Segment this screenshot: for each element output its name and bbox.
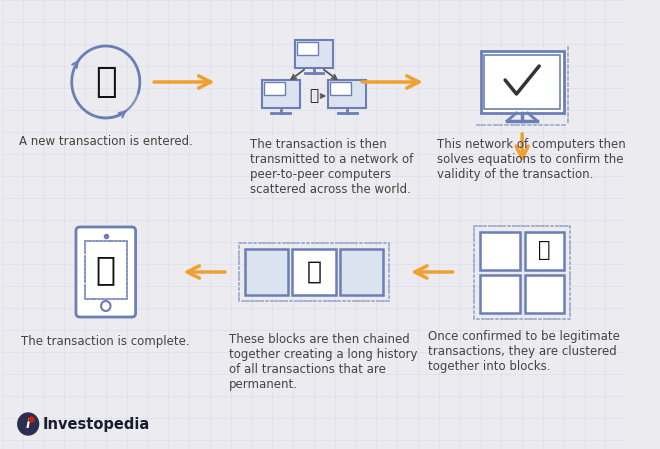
- Text: Investopedia: Investopedia: [42, 417, 150, 431]
- FancyBboxPatch shape: [480, 51, 564, 113]
- FancyBboxPatch shape: [484, 55, 560, 109]
- FancyBboxPatch shape: [339, 249, 383, 295]
- Text: These blocks are then chained
together creating a long history
of all transactio: These blocks are then chained together c…: [229, 333, 417, 391]
- Text: A new transaction is entered.: A new transaction is entered.: [19, 135, 193, 148]
- Text: ₿: ₿: [538, 241, 550, 260]
- Text: ₿: ₿: [95, 65, 117, 99]
- Circle shape: [18, 413, 38, 435]
- Text: ₿: ₿: [310, 88, 319, 104]
- Text: Once confirmed to be legitimate
transactions, they are clustered
together into b: Once confirmed to be legitimate transact…: [428, 330, 619, 373]
- FancyBboxPatch shape: [292, 249, 336, 295]
- Text: This network of computers then
solves equations to confirm the
validity of the t: This network of computers then solves eq…: [437, 138, 626, 181]
- FancyBboxPatch shape: [525, 274, 564, 313]
- Text: ₿: ₿: [306, 260, 321, 284]
- FancyBboxPatch shape: [264, 82, 284, 95]
- Text: The transaction is then
transmitted to a network of
peer-to-peer computers
scatt: The transaction is then transmitted to a…: [249, 138, 413, 196]
- FancyBboxPatch shape: [245, 249, 288, 295]
- FancyBboxPatch shape: [328, 80, 366, 108]
- Text: ₿: ₿: [96, 254, 115, 286]
- FancyBboxPatch shape: [262, 80, 300, 108]
- Text: The transaction is complete.: The transaction is complete.: [20, 335, 189, 348]
- Text: i: i: [25, 418, 29, 431]
- FancyBboxPatch shape: [330, 82, 351, 95]
- FancyBboxPatch shape: [76, 227, 135, 317]
- FancyBboxPatch shape: [295, 40, 333, 68]
- FancyBboxPatch shape: [525, 232, 564, 269]
- FancyBboxPatch shape: [297, 42, 317, 55]
- FancyBboxPatch shape: [480, 232, 520, 269]
- FancyBboxPatch shape: [480, 274, 520, 313]
